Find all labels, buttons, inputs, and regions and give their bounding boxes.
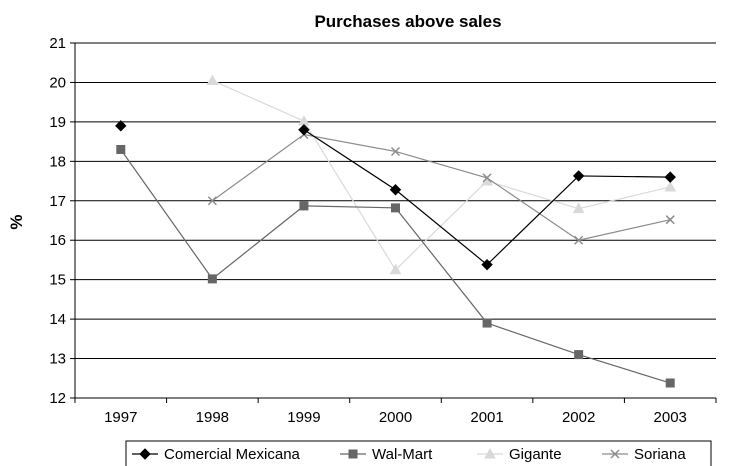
data-point-comercial-mexicana bbox=[389, 184, 402, 196]
data-point-wal-mart bbox=[116, 145, 126, 154]
series-gigante bbox=[206, 74, 677, 275]
y-tick-label: 12 bbox=[49, 390, 66, 407]
data-point-soriana bbox=[574, 235, 584, 245]
x-marker-stroke bbox=[665, 215, 675, 225]
series-line-gigante bbox=[212, 79, 671, 271]
data-point-comercial-mexicana bbox=[481, 258, 493, 271]
legend-item-soriana: Soriana bbox=[602, 446, 686, 463]
data-point-gigante bbox=[664, 180, 677, 192]
y-tick-label: 16 bbox=[49, 232, 66, 249]
x-tick-label: 2002 bbox=[562, 409, 595, 426]
data-point-gigante bbox=[389, 263, 402, 275]
data-point-comercial-mexicana bbox=[298, 124, 310, 136]
x-tick-label: 2000 bbox=[379, 409, 412, 426]
y-tick-label: 17 bbox=[49, 193, 66, 210]
legend-swatch-marker bbox=[610, 449, 620, 459]
y-tick-labels: 12 13 14 15 16 17 18 19 20 21 bbox=[49, 35, 66, 407]
y-tick-label: 18 bbox=[49, 153, 66, 170]
x-marker-stroke bbox=[482, 173, 492, 183]
data-point-comercial-mexicana bbox=[664, 171, 676, 183]
y-tick-label: 20 bbox=[49, 74, 66, 91]
series-line-soriana bbox=[212, 133, 671, 241]
data-point-wal-mart bbox=[482, 318, 492, 328]
data-point-wal-mart bbox=[207, 274, 217, 284]
data-point-wal-mart bbox=[299, 201, 309, 211]
series-layer bbox=[115, 74, 677, 388]
data-point-gigante bbox=[572, 202, 585, 214]
data-point-comercial-mexicana bbox=[572, 170, 585, 182]
data-point-soriana bbox=[665, 215, 675, 225]
legend-item-comercial-mexicana: Comercial Mexicana bbox=[132, 446, 301, 463]
x-marker-stroke bbox=[574, 235, 584, 245]
legend-item-wal-mart: Wal-Mart bbox=[340, 446, 433, 463]
chart-title: Purchases above sales bbox=[314, 12, 501, 31]
data-point-wal-mart bbox=[665, 378, 675, 388]
legend-item-gigante: Gigante bbox=[477, 446, 562, 463]
legend: Comercial Mexicana Wal-Mart Gigante Soriana bbox=[125, 440, 712, 466]
data-point-soriana bbox=[482, 173, 492, 183]
legend-swatch-marker bbox=[484, 447, 496, 459]
x-tick-label: 2001 bbox=[470, 409, 503, 426]
data-point-wal-mart bbox=[574, 350, 584, 360]
y-tick-label: 13 bbox=[49, 351, 66, 368]
x-tick-label: 1997 bbox=[104, 409, 137, 426]
x-tick-label: 1998 bbox=[196, 409, 229, 426]
legend-swatch-marker bbox=[139, 448, 151, 460]
series-line-comercial-mexicana bbox=[303, 129, 671, 266]
y-tick-label: 15 bbox=[49, 272, 66, 289]
legend-label: Soriana bbox=[634, 446, 686, 463]
x-marker-stroke bbox=[390, 146, 401, 157]
legend-label: Comercial Mexicana bbox=[164, 446, 301, 463]
data-point-gigante bbox=[298, 115, 310, 126]
data-point-wal-mart bbox=[391, 203, 400, 213]
y-tick-label: 21 bbox=[49, 35, 66, 52]
legend-label: Wal-Mart bbox=[372, 446, 433, 463]
series-wal-mart bbox=[116, 145, 675, 388]
data-point-comercial-mexicana bbox=[115, 120, 127, 132]
data-point-gigante bbox=[206, 74, 219, 85]
legend-swatch-marker bbox=[348, 449, 358, 459]
legend-label: Gigante bbox=[509, 446, 562, 463]
y-axis-label: % bbox=[7, 214, 26, 229]
y-tick-label: 14 bbox=[49, 311, 66, 328]
y-tick-label: 19 bbox=[49, 114, 66, 131]
axes bbox=[70, 42, 717, 403]
x-tick-label: 1999 bbox=[287, 409, 320, 426]
x-marker-stroke bbox=[610, 449, 620, 459]
x-tick-labels: 1997 1998 1999 2000 2001 2002 2003 bbox=[104, 409, 687, 426]
data-point-soriana bbox=[390, 146, 401, 157]
data-point-soriana bbox=[207, 196, 217, 206]
grid-lines bbox=[75, 42, 716, 399]
series-comercial-mexicana bbox=[115, 120, 676, 271]
x-marker-stroke bbox=[207, 196, 217, 206]
x-tick-label: 2003 bbox=[654, 409, 687, 426]
